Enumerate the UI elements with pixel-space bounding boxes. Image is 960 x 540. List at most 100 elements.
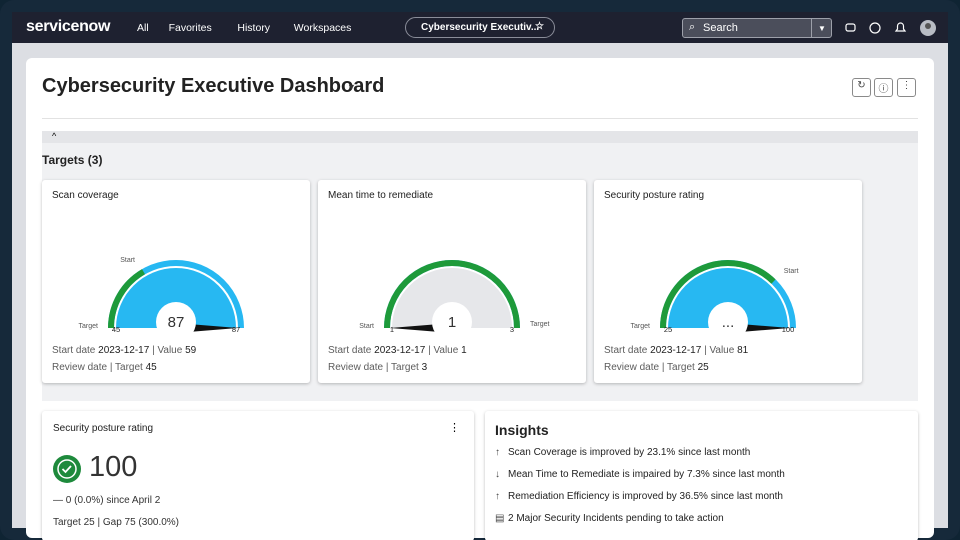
card-title: Security posture rating — [604, 190, 705, 201]
detail-text: | Target — [109, 362, 143, 373]
divider — [42, 118, 918, 119]
gauge-max: 87 — [232, 325, 240, 334]
insight-icon: ↑ — [495, 447, 500, 458]
nav-link[interactable]: History — [237, 22, 271, 34]
start-label: Start — [359, 323, 374, 330]
search-placeholder: Search — [703, 22, 738, 34]
bell-icon[interactable] — [894, 22, 907, 32]
insight-text: Scan Coverage is improved by 23.1% since… — [508, 447, 751, 458]
detail-text: 2023-12-17 — [650, 345, 702, 356]
start-label: Start — [784, 268, 799, 275]
gauge-max: 3 — [510, 325, 514, 334]
insight-icon: ↓ — [495, 469, 500, 480]
detail-text: Review date — [328, 362, 384, 373]
gauge-hub — [432, 302, 472, 340]
search-box[interactable]: ⌕ Search ▼ — [682, 18, 832, 38]
section-bar — [42, 131, 918, 143]
avatar-head — [925, 23, 931, 29]
nav-link[interactable]: Workspaces — [293, 22, 352, 34]
button-icon: ↻ — [857, 80, 866, 91]
start-details: Start date 2023-12-17 | Value 81 — [604, 345, 748, 356]
start-details: Start date 2023-12-17 | Value 1 — [328, 345, 467, 356]
brand[interactable]: servicenow — [26, 18, 111, 35]
title-dropdown[interactable]: ▼ — [347, 82, 356, 92]
search-icon: ⌕ — [689, 21, 696, 33]
gauge: ... 25 100 Start Target — [631, 260, 799, 340]
detail-text: | Target — [385, 362, 419, 373]
button-icon: ⋮ — [901, 80, 912, 91]
star-icon[interactable]: ☆ — [535, 21, 544, 32]
gauge-center: 87 — [168, 314, 185, 331]
dashboard-title: Cybersecurity Executive Dashboard — [42, 75, 385, 97]
detail-text: Start date — [328, 345, 372, 356]
gauge-fill — [392, 268, 512, 328]
score-menu[interactable]: ⋮ — [449, 422, 460, 434]
collapse-toggle[interactable]: ^ — [52, 131, 57, 141]
gauge-min: 1 — [390, 325, 394, 334]
detail-text: | Target — [661, 362, 695, 373]
detail-text: Start date — [52, 345, 96, 356]
detail-text: 3 — [421, 362, 428, 373]
insight-text: Mean Time to Remediate is impaired by 7.… — [508, 469, 785, 480]
tab[interactable]: Cybersecurity Executiv... ☆ — [405, 17, 555, 38]
nav-icons — [845, 20, 936, 36]
nav-link[interactable]: All — [137, 22, 149, 34]
card-title: Mean time to remediate — [328, 190, 434, 201]
review-details: Review date | Target 25 — [604, 362, 709, 373]
detail-text: 2023-12-17 — [374, 345, 426, 356]
gauge-fill — [668, 268, 788, 328]
target-card: Security posture rating... 25 100 Start Targ… — [594, 180, 862, 383]
target-card: Mean time to remediate 1 1 3 Start Target Star… — [318, 180, 586, 383]
insight-icon: ▤ — [495, 513, 505, 524]
target-label: Target — [530, 321, 550, 328]
gauge-hub — [708, 302, 748, 340]
insight-text: Remediation Efficiency is improved by 36… — [508, 491, 783, 502]
detail-text: | Value — [428, 345, 459, 356]
refresh-button[interactable] — [852, 78, 871, 97]
info-button[interactable] — [874, 78, 893, 97]
score-title: Security posture rating — [53, 423, 154, 434]
detail-text: 2023-12-17 — [98, 345, 150, 356]
score-card: Security posture rating ⋮ 100 — 0 (0.0%)… — [42, 411, 474, 540]
check-icon — [53, 455, 81, 483]
button-icon: ⓘ — [878, 84, 889, 95]
score-change: — 0 (0.0%) since April 2 — [53, 495, 161, 506]
gauge-progress — [108, 269, 146, 329]
review-details: Review date | Target 3 — [328, 362, 427, 373]
gauge-max: 100 — [782, 325, 795, 334]
detail-text: 45 — [145, 362, 157, 373]
gauge-hub — [156, 302, 196, 340]
help-icon[interactable] — [869, 22, 881, 34]
nav-link[interactable]: Favorites — [168, 22, 212, 34]
insight-text: 2 Major Security Incidents pending to ta… — [508, 513, 724, 524]
gauge: 87 45 87 Start Target — [79, 257, 244, 340]
gauge-fill — [116, 268, 236, 328]
card-title: Scan coverage — [52, 190, 119, 201]
search-dropdown[interactable]: ▼ — [811, 19, 831, 37]
tab-title: Cybersecurity Executiv... — [421, 22, 540, 33]
target-card: Scan coverage 87 45 87 Start Target Start date… — [42, 180, 310, 383]
top-nav: servicenow Cybersecurity Executiv... ☆ ⌕ … — [12, 12, 948, 43]
chat-icon[interactable] — [845, 23, 856, 32]
gauge-progress — [384, 260, 520, 329]
target-label: Target — [79, 323, 99, 330]
insights-card: Insights ↑ Scan Coverage is improved by 2… — [485, 411, 918, 540]
more-button[interactable] — [897, 78, 916, 97]
gauge-center: ... — [722, 314, 735, 331]
section-title: Targets (3) — [42, 153, 103, 167]
detail-text: | Value — [152, 345, 183, 356]
gauge-min: 25 — [664, 325, 672, 334]
start-label: Start — [120, 257, 135, 264]
detail-text: 25 — [697, 362, 709, 373]
score-value: 100 — [89, 451, 138, 483]
detail-text: 59 — [185, 345, 197, 356]
score-footer: Target 25 | Gap 75 (300.0%) — [53, 517, 180, 528]
gauge-center: 1 — [448, 314, 456, 331]
insights-title: Insights — [495, 422, 549, 438]
detail-text: Start date — [604, 345, 648, 356]
review-details: Review date | Target 45 — [52, 362, 157, 373]
gauge-min: 45 — [112, 325, 120, 334]
insight-icon: ↑ — [495, 491, 500, 502]
gauge: 1 1 3 Start Target — [359, 260, 550, 340]
